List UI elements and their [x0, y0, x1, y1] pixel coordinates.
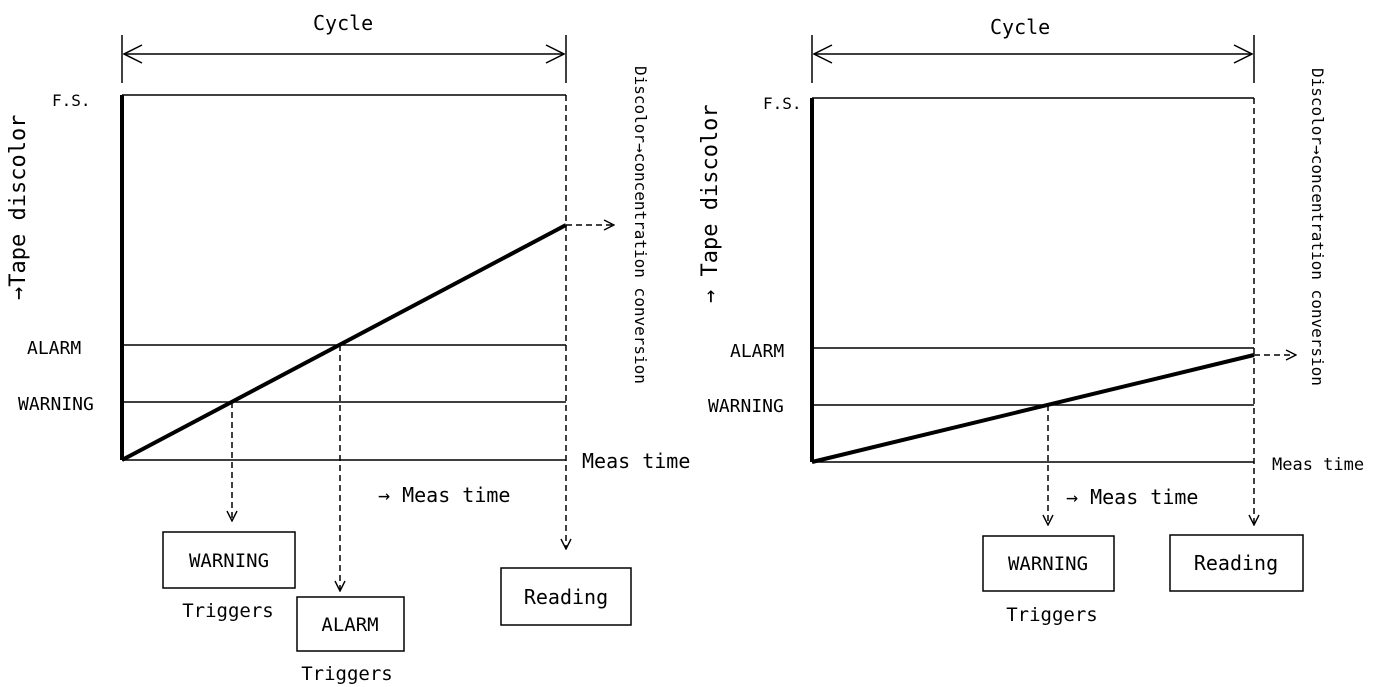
- left-warning-label: WARNING: [18, 394, 94, 415]
- left-warning-triggers-label: Triggers: [182, 600, 274, 622]
- right-warning-label: WARNING: [708, 396, 784, 417]
- left-cycle-label: Cycle: [313, 11, 373, 35]
- right-y-axis-label: → Tape discolor: [698, 104, 723, 303]
- left-diagram: Cycle →Tape discolor F.S. ALARM WARNING …: [6, 11, 690, 685]
- left-fs-label: F.S.: [52, 91, 91, 110]
- right-meas-time-label: Meas time: [1272, 455, 1364, 475]
- left-alarm-box: [296, 596, 405, 652]
- right-reading-box: [1169, 534, 1304, 592]
- left-reading-box-label: Reading: [524, 585, 608, 609]
- right-warning-box-label: WARNING: [1008, 553, 1088, 575]
- right-reading-box-label: Reading: [1194, 551, 1278, 575]
- left-alarm-label: ALARM: [27, 338, 81, 359]
- left-meas-time-label: Meas time: [582, 449, 690, 473]
- left-warning-box-label: WARNING: [189, 550, 269, 572]
- right-warning-triggers-label: Triggers: [1006, 604, 1098, 626]
- left-y-axis-label: →Tape discolor: [6, 115, 31, 300]
- right-alarm-label: ALARM: [730, 341, 784, 362]
- left-alarm-box-label: ALARM: [321, 614, 378, 636]
- left-reading-box: [500, 567, 632, 626]
- left-conversion-label: Discolor→concentration conversion: [631, 66, 650, 384]
- right-diagram: Cycle → Tape discolor F.S. ALARM WARNING…: [698, 15, 1364, 626]
- right-fs-label: F.S.: [763, 94, 802, 113]
- right-conversion-label: Discolor→concentration conversion: [1308, 68, 1327, 386]
- right-cycle-label: Cycle: [990, 15, 1050, 39]
- left-discolor-line: [121, 223, 567, 462]
- right-warning-box: [982, 535, 1115, 592]
- right-discolor-line: [811, 353, 1255, 464]
- left-alarm-triggers-label: Triggers: [301, 663, 393, 685]
- right-meas-time-arrow-label: → Meas time: [1066, 485, 1198, 509]
- left-warning-box: [162, 531, 296, 589]
- left-meas-time-arrow-label: → Meas time: [378, 483, 510, 507]
